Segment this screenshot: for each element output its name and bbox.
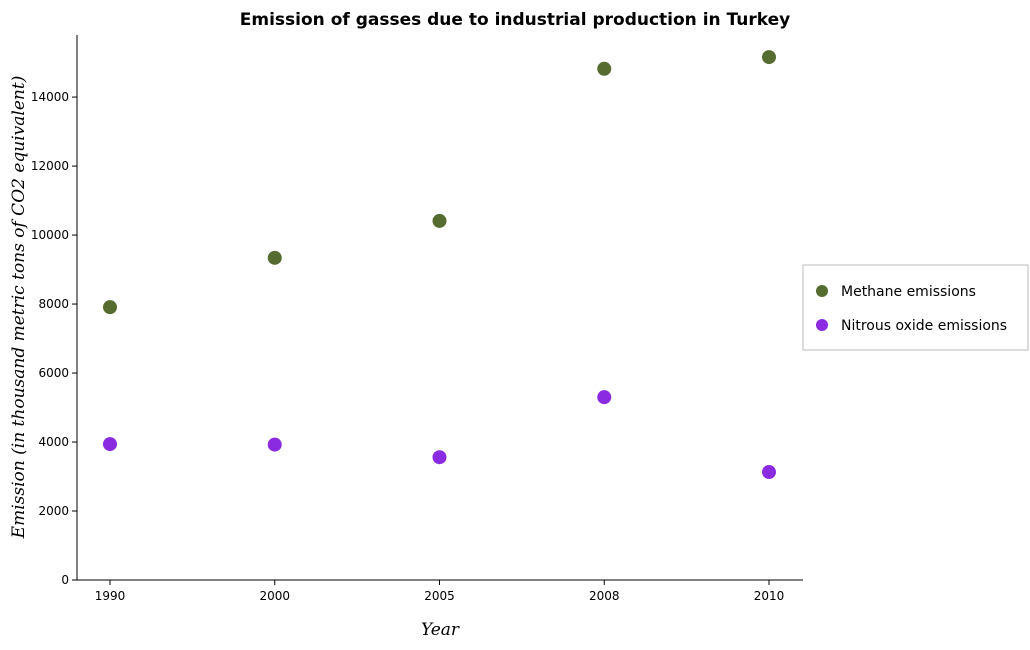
y-axis-ticks: 0 2000 4000 6000 8000 10000 12000 14000 [31, 90, 77, 587]
nitrous-point-2005 [432, 450, 447, 465]
chart-title: Emission of gasses due to industrial pro… [240, 10, 790, 30]
plot-area [77, 35, 803, 580]
x-tick-label: 2010 [754, 589, 785, 603]
legend: Methane emissions Nitrous oxide emission… [802, 264, 1029, 351]
y-tick-label: 12000 [31, 159, 69, 173]
methane-point-2005 [432, 213, 447, 228]
nitrous-point-1990 [103, 437, 117, 452]
x-axis-ticks: 1990 2000 2005 2008 2010 [95, 580, 785, 603]
legend-label-methane: Methane emissions [841, 284, 976, 300]
methane-point-2008 [597, 61, 612, 76]
nitrous-point-2010 [762, 465, 776, 480]
x-tick-label: 2008 [589, 589, 620, 603]
x-tick-label: 2005 [424, 589, 455, 603]
y-axis-label: Emission (in thousand metric tons of CO2… [9, 76, 29, 540]
x-tick-label: 2000 [259, 589, 290, 603]
y-tick-label: 14000 [31, 90, 69, 104]
y-tick-label: 8000 [38, 297, 69, 311]
data-points [103, 50, 776, 480]
methane-point-1990 [103, 300, 117, 315]
y-tick-label: 0 [61, 573, 69, 587]
methane-point-2000 [267, 250, 282, 265]
legend-label-nitrous: Nitrous oxide emissions [841, 318, 1007, 334]
y-tick-label: 10000 [31, 228, 69, 242]
legend-marker-nitrous [816, 319, 828, 331]
x-axis-label: Year [421, 620, 460, 640]
y-tick-label: 2000 [38, 504, 69, 518]
nitrous-point-2000 [267, 437, 282, 452]
y-tick-label: 4000 [38, 435, 69, 449]
nitrous-point-2008 [597, 390, 612, 405]
x-tick-label: 1990 [95, 589, 126, 603]
y-tick-label: 6000 [38, 366, 69, 380]
legend-box [802, 264, 1029, 351]
legend-marker-methane [816, 285, 828, 297]
methane-point-2010 [762, 50, 776, 65]
